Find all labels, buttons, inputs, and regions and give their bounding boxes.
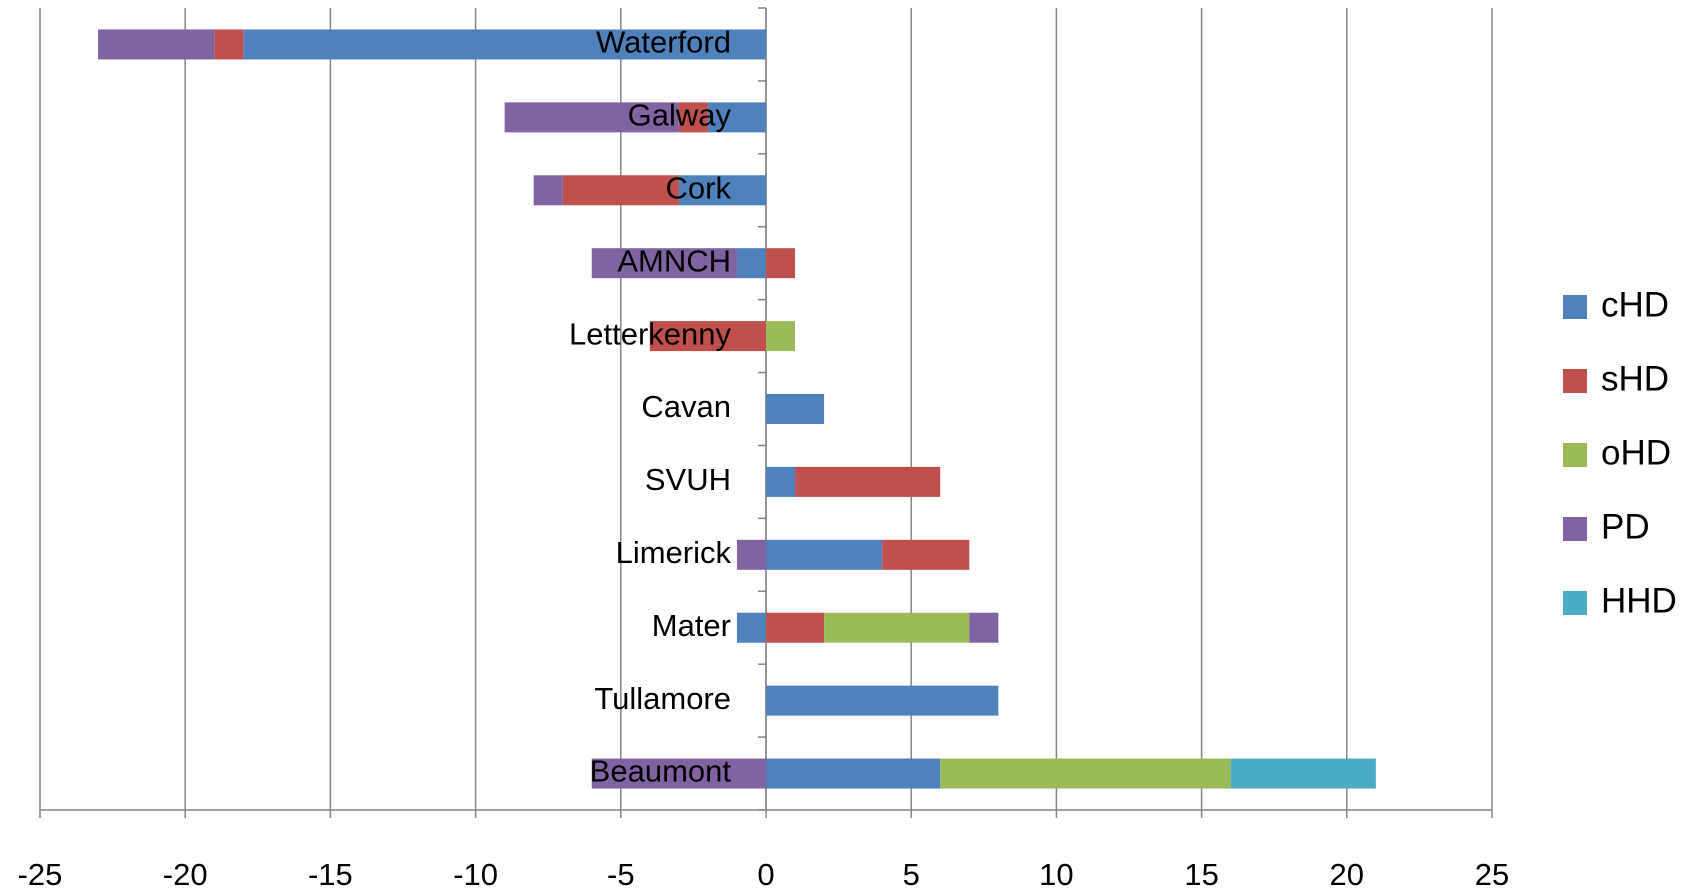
bar [214, 29, 244, 60]
x-tick-label: -25 [18, 857, 63, 892]
x-tick-label: -15 [308, 857, 353, 892]
legend-label: HHD [1601, 581, 1677, 620]
legend-swatch [1563, 591, 1587, 615]
y-tick-label: Waterford [596, 25, 731, 60]
bar [766, 685, 999, 716]
bar [969, 612, 999, 643]
bar [824, 612, 970, 643]
bar [766, 394, 825, 424]
x-tick-label: -5 [607, 857, 635, 892]
bar [243, 29, 766, 60]
bar [533, 175, 563, 206]
y-tick-label: Cork [666, 170, 732, 205]
bar [766, 758, 941, 789]
x-tick-label: 0 [757, 857, 774, 892]
legend-label: oHD [1601, 433, 1671, 472]
y-tick-label: Mater [652, 608, 731, 643]
bar [940, 758, 1231, 789]
bar [766, 539, 883, 570]
bar [678, 102, 708, 133]
bar [1230, 758, 1376, 789]
x-tick-label: 5 [903, 857, 920, 892]
bar [591, 248, 737, 279]
bar [562, 175, 679, 206]
x-tick-label: -20 [163, 857, 208, 892]
y-tick-label: Galway [628, 98, 732, 133]
bar [98, 29, 215, 60]
legend-swatch [1563, 517, 1587, 541]
bar [766, 466, 796, 497]
legend-label: sHD [1601, 359, 1669, 398]
bar [795, 466, 941, 497]
bar [736, 539, 766, 570]
x-tick-label: 20 [1330, 857, 1364, 892]
bar [766, 321, 796, 352]
y-tick-label: Limerick [616, 535, 732, 570]
x-tick-label: -10 [453, 857, 498, 892]
bar [649, 321, 766, 352]
bar [591, 758, 766, 789]
y-tick-label: Letterkenny [569, 316, 731, 351]
bar [736, 612, 766, 643]
x-tick-label: 15 [1184, 857, 1218, 892]
bar [766, 248, 796, 279]
bar [766, 612, 825, 643]
legend-swatch [1563, 443, 1587, 467]
legend-swatch [1563, 369, 1587, 393]
bar [707, 102, 766, 133]
y-tick-label: AMNCH [617, 243, 731, 278]
y-tick-label: Beaumont [590, 754, 732, 789]
y-tick-label: Cavan [641, 389, 731, 424]
bar [504, 102, 679, 133]
bar [678, 175, 766, 206]
bar [736, 248, 766, 279]
legend-label: cHD [1601, 285, 1669, 324]
bar [882, 539, 970, 570]
legend-label: PD [1601, 507, 1650, 546]
y-tick-label: Tullamore [594, 681, 731, 716]
x-tick-label: 25 [1475, 857, 1509, 892]
legend-swatch [1563, 295, 1587, 319]
x-tick-label: 10 [1039, 857, 1073, 892]
y-tick-label: SVUH [645, 462, 731, 497]
